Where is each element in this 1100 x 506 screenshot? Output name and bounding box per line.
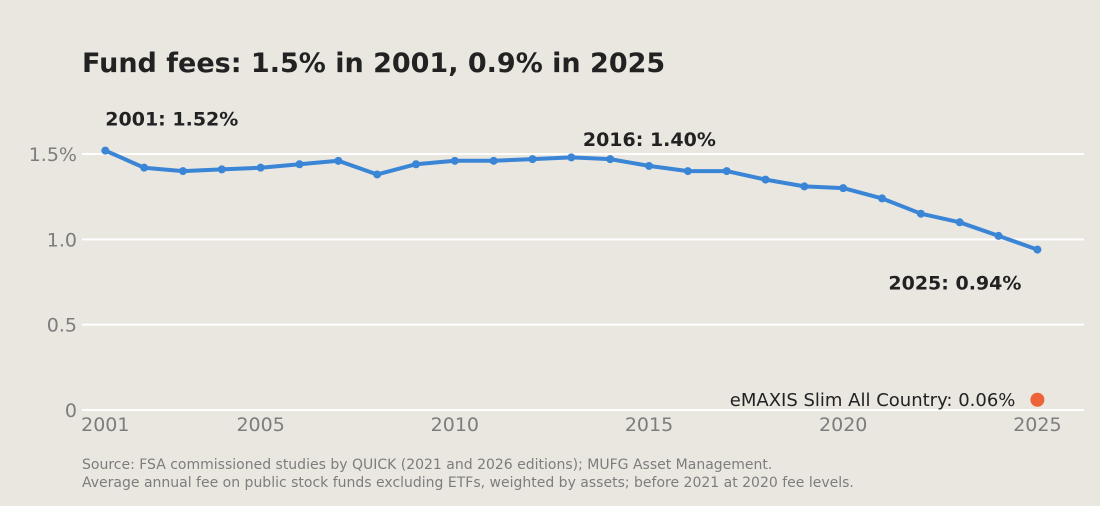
y-tick-label: 1.0	[47, 229, 77, 251]
x-tick-label: 2010	[431, 414, 479, 436]
data-point	[140, 163, 149, 172]
data-point	[256, 163, 265, 172]
fee-series-points	[101, 146, 1042, 254]
data-point	[528, 155, 537, 164]
y-tick-label: 0	[65, 400, 77, 422]
data-point	[489, 156, 498, 165]
data-point	[295, 160, 304, 169]
data-point	[606, 155, 615, 164]
x-tick-label: 2001	[81, 414, 129, 436]
x-tick-label: 2020	[819, 414, 867, 436]
data-point	[334, 156, 343, 165]
source-line-1: Source: FSA commissioned studies by QUIC…	[82, 457, 773, 473]
y-tick-label: 1.5%	[29, 144, 77, 166]
gridlines	[82, 153, 1084, 411]
x-tick-label: 2025	[1013, 414, 1061, 436]
data-point	[878, 194, 887, 203]
x-tick-label: 2015	[625, 414, 673, 436]
data-point	[217, 165, 226, 174]
y-tick-label: 0.5	[47, 315, 77, 337]
data-annotation: 2025: 0.94%	[888, 273, 1021, 295]
data-point	[412, 160, 420, 169]
data-point	[683, 167, 692, 176]
data-point	[761, 175, 770, 184]
highlight-point-group: eMAXIS Slim All Country: 0.06%	[730, 390, 1045, 411]
source-note: Source: FSA commissioned studies by QUIC…	[82, 456, 854, 492]
x-tick-label: 2005	[236, 414, 284, 436]
data-annotation: 2016: 1.40%	[583, 129, 716, 151]
x-axis-ticks: 2001 2005 2010 2015 2020 2025	[81, 414, 1061, 436]
highlight-point	[1030, 392, 1045, 407]
data-annotation: 2001: 1.52%	[105, 109, 238, 131]
annotations: 2001: 1.52% 2016: 1.40% 2025: 0.94%	[105, 109, 1021, 295]
data-point	[1033, 245, 1042, 254]
data-point	[916, 209, 925, 218]
data-point	[722, 167, 731, 176]
data-point	[994, 231, 1003, 240]
y-axis-ticks: 0 0.5 1.0 1.5%	[29, 144, 77, 422]
data-point	[567, 153, 576, 162]
data-point	[839, 184, 848, 193]
source-line-2: Average annual fee on public stock funds…	[82, 475, 854, 491]
data-point	[101, 146, 110, 155]
data-point	[450, 156, 459, 165]
highlight-point-label: eMAXIS Slim All Country: 0.06%	[730, 390, 1016, 411]
data-point	[800, 182, 809, 191]
data-point	[645, 161, 654, 170]
data-point	[373, 170, 382, 179]
chart-title: Fund fees: 1.5% in 2001, 0.9% in 2025	[82, 48, 666, 79]
data-point	[955, 218, 964, 227]
data-point	[178, 167, 187, 176]
fee-series-line	[103, 148, 1040, 252]
